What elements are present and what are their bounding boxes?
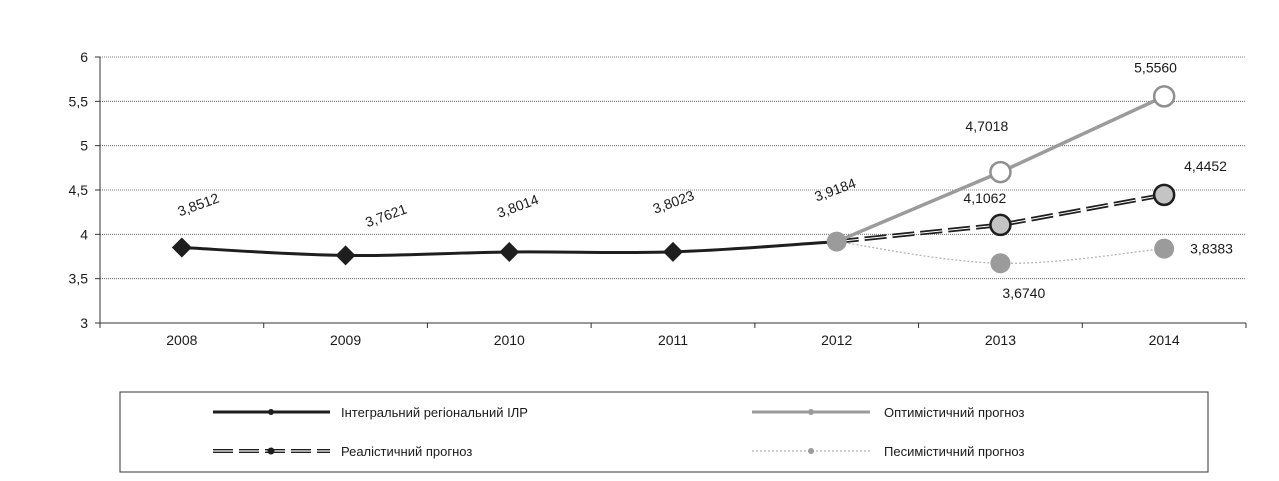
- marker-pessimistic: [990, 253, 1011, 274]
- data-label-optimistic: 4,7018: [965, 118, 1008, 134]
- legend-marker-optimistic: [808, 409, 814, 415]
- data-label-integral: 3,8023: [651, 187, 697, 217]
- legend-item-integral: Інтегральний регіональний ІЛР: [213, 405, 528, 420]
- legend-marker-realistic: [267, 447, 275, 455]
- data-label-realistic: 4,1062: [963, 190, 1006, 206]
- y-tick-label: 5: [80, 138, 88, 154]
- data-label-integral: 3,7621: [363, 200, 409, 230]
- x-tick-labels: 2008 2009 2010 2011 2012 2013 2014: [166, 332, 1180, 348]
- marker-optimistic: [989, 160, 1012, 184]
- legend-label-pessimistic: Песимістичний прогноз: [884, 444, 1024, 459]
- data-label-pessimistic: 3,8383: [1190, 241, 1233, 257]
- x-tick-label: 2013: [985, 332, 1016, 348]
- legend-label-optimistic: Оптимістичний прогноз: [884, 405, 1025, 420]
- data-label-integral: 3,9184: [812, 175, 858, 205]
- data-label-optimistic: 5,5560: [1134, 59, 1177, 75]
- x-tick-label: 2009: [330, 332, 361, 348]
- marker-integral: [335, 245, 356, 266]
- series-markers: [171, 85, 1176, 274]
- x-tick-label: 2014: [1149, 332, 1180, 348]
- x-tick-label: 2011: [658, 332, 688, 348]
- data-label-integral: 3,8014: [495, 191, 541, 221]
- marker-integral: [663, 241, 683, 262]
- data-label-pessimistic: 3,6740: [1002, 285, 1045, 301]
- legend-item-pessimistic: Песимістичний прогноз: [752, 444, 1024, 459]
- data-label-realistic: 4,4452: [1184, 158, 1227, 174]
- y-tick-label: 5,5: [69, 93, 89, 109]
- y-tick-label: 6: [80, 49, 88, 65]
- marker-realistic: [989, 213, 1012, 237]
- legend-item-optimistic: Оптимістичний прогноз: [752, 405, 1025, 420]
- marker-optimistic: [1152, 85, 1176, 108]
- legend-label-integral: Інтегральний регіональний ІЛР: [341, 405, 528, 420]
- legend: Інтегральний регіональний ІЛР Оптимістич…: [119, 391, 1209, 473]
- marker-realistic: [1152, 183, 1176, 207]
- marker-pessimistic: [1154, 238, 1175, 259]
- axes: [95, 56, 1247, 328]
- data-labels: 3,8512 3,7621 3,8014 3,8023 3,9184 4,7018 5,55…: [175, 59, 1233, 301]
- legend-label-realistic: Реалістичний прогноз: [341, 444, 472, 459]
- x-tick-label: 2012: [821, 332, 852, 348]
- marker-integral: [171, 237, 192, 258]
- x-tick-label: 2008: [166, 332, 197, 348]
- legend-box: [119, 391, 1209, 473]
- marker-forecast-start: [826, 231, 847, 252]
- marker-integral: [499, 241, 520, 262]
- legend-item-realistic: Реалістичний прогноз: [213, 444, 472, 459]
- y-tick-label: 3: [80, 315, 88, 331]
- y-tick-labels: 3 3,5 4 4,5 5 5,5 6: [69, 49, 89, 331]
- data-label-integral: 3,8512: [175, 190, 221, 220]
- gridlines: [100, 56, 1246, 280]
- y-tick-label: 4,5: [69, 182, 89, 198]
- legend-marker-pessimistic: [808, 448, 814, 454]
- legend-marker-integral: [268, 409, 274, 415]
- y-tick-label: 3,5: [69, 271, 89, 287]
- y-tick-label: 4: [80, 226, 88, 242]
- series-lines: [181, 94, 1165, 264]
- x-tick-label: 2010: [494, 332, 525, 348]
